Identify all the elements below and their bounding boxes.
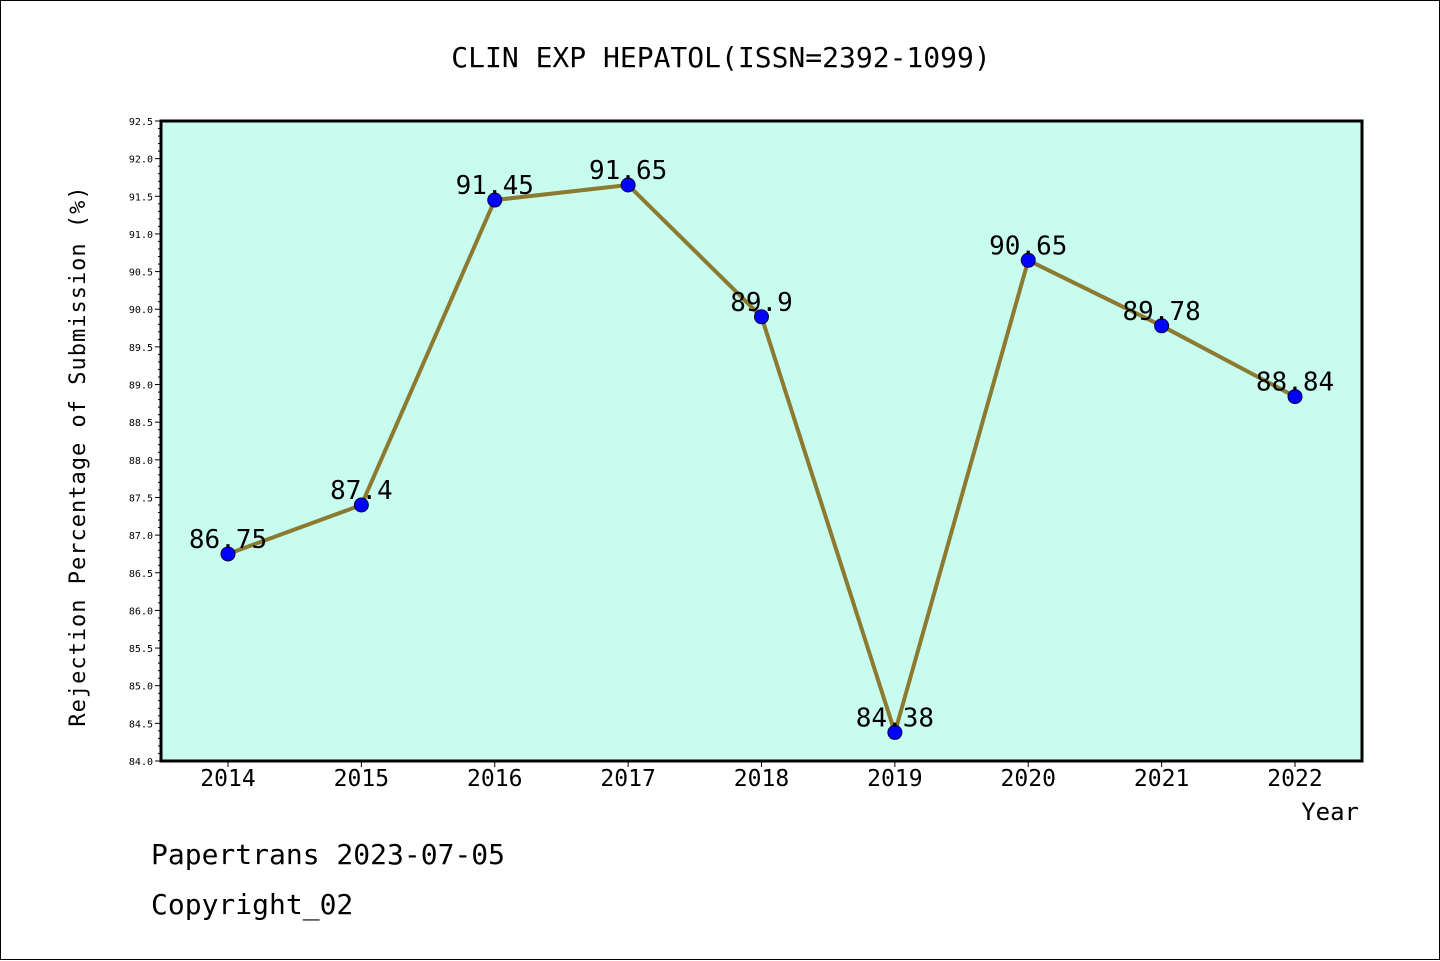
y-axis-title: Rejection Percentage of Submission (%) — [66, 185, 91, 726]
data-point — [1287, 389, 1303, 405]
y-tick-label: 89.0 — [129, 381, 153, 392]
data-label: 89.9 — [730, 288, 793, 318]
y-axis: 84.0 84.5 85.0 85.5 86.0 86.5 87.0 87.5 88.0 88.5… — [129, 117, 161, 768]
data-label: 88.84 — [1256, 368, 1334, 398]
x-tick-label: 2021 — [1134, 766, 1189, 792]
y-tick-label: 91.0 — [129, 230, 153, 241]
chart-title: CLIN EXP HEPATOL(ISSN=2392-1099) — [451, 41, 990, 74]
x-tick-label: 2016 — [467, 766, 522, 792]
y-tick-label: 88.5 — [129, 418, 153, 429]
data-point — [487, 192, 503, 208]
data-label: 91.65 — [589, 156, 667, 186]
x-axis: 2014 2015 2016 2017 2018 2019 2020 2021 2022 — [200, 761, 1323, 792]
x-tick-label: 2014 — [200, 766, 255, 792]
y-tick-label: 92.0 — [129, 155, 153, 166]
data-point — [1020, 252, 1036, 268]
data-points — [220, 177, 1303, 740]
y-tick-label: 92.5 — [129, 117, 153, 128]
y-tick-label: 90.5 — [129, 268, 153, 279]
data-point — [754, 309, 769, 325]
x-axis-title: Year — [1301, 798, 1359, 826]
y-tick-label: 86.5 — [129, 569, 153, 580]
data-point — [353, 497, 369, 513]
data-label: 87.4 — [330, 476, 393, 506]
y-tick-label: 85.0 — [129, 682, 153, 693]
y-tick-label: 91.5 — [129, 192, 153, 203]
x-tick-label: 2018 — [734, 766, 789, 792]
data-point — [1154, 318, 1170, 334]
footer-credit: Papertrans 2023-07-05 — [151, 838, 505, 871]
data-point — [887, 724, 903, 740]
y-tick-label: 85.5 — [129, 644, 153, 655]
data-label: 84.38 — [856, 703, 934, 733]
x-tick-label: 2017 — [600, 766, 655, 792]
data-point — [620, 177, 636, 193]
plot-area — [159, 119, 1364, 763]
x-tick-label: 2020 — [1001, 766, 1056, 792]
x-tick-label: 2015 — [334, 766, 389, 792]
y-tick-label: 89.5 — [129, 343, 153, 354]
x-tick-label: 2019 — [867, 766, 922, 792]
y-tick-label: 87.0 — [129, 531, 153, 542]
x-tick-label: 2022 — [1267, 766, 1322, 792]
y-tick-label: 90.0 — [129, 305, 153, 316]
y-tick-label: 87.5 — [129, 493, 153, 504]
data-label: 91.45 — [456, 171, 534, 201]
y-tick-label: 88.0 — [129, 456, 153, 467]
data-label: 89.78 — [1122, 297, 1200, 327]
footer-copyright: Copyright_02 — [151, 888, 353, 922]
data-label: 86.75 — [189, 525, 267, 555]
data-point — [220, 546, 236, 562]
data-label: 90.65 — [989, 231, 1067, 261]
data-labels: 86.75 87.4 91.45 91.65 89.9 84.38 90.65 89.78 88… — [189, 156, 1334, 733]
y-tick-label: 84.0 — [129, 757, 153, 768]
y-tick-label: 86.0 — [129, 606, 153, 617]
y-tick-label: 84.5 — [129, 719, 153, 730]
